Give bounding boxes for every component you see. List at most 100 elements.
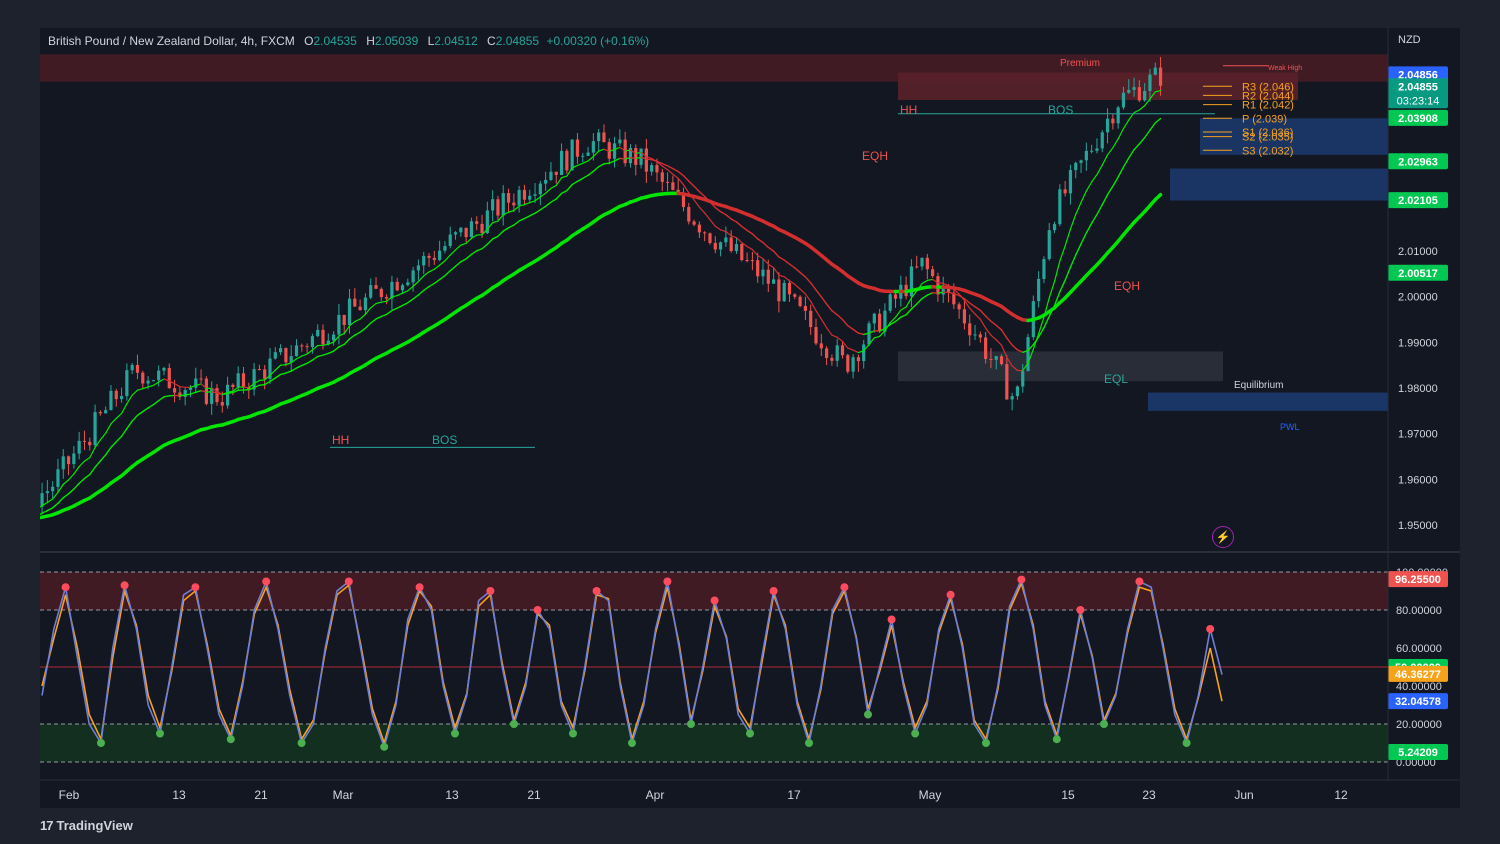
candle-body xyxy=(586,152,590,156)
ma-segment xyxy=(99,432,107,441)
signal-dot-sell xyxy=(262,577,271,586)
ma-segment xyxy=(889,320,897,326)
candle-body xyxy=(1079,160,1083,163)
ma-segment xyxy=(825,303,833,312)
ma-segment xyxy=(306,359,314,365)
ma-segment xyxy=(836,314,844,321)
ma-segment xyxy=(847,347,854,351)
ma-segment xyxy=(831,334,838,338)
ma-segment xyxy=(799,271,807,278)
ma-segment xyxy=(184,393,192,396)
ma-segment xyxy=(857,350,865,354)
stoch-badge-text-3: 32.04578 xyxy=(1395,696,1441,708)
ma-segment xyxy=(640,156,648,160)
tradingview-brand[interactable]: 17 TradingView xyxy=(40,818,133,833)
ma-segment xyxy=(523,215,531,220)
ma-segment xyxy=(619,157,626,160)
ma-segment xyxy=(338,343,345,348)
ma-segment xyxy=(216,392,223,396)
time-tick-9: 15 xyxy=(1061,788,1075,802)
ma-segment xyxy=(735,221,743,228)
ma-segment xyxy=(1027,348,1034,364)
ma-segment xyxy=(921,279,928,285)
price-badge-text-5: 2.00517 xyxy=(1398,268,1438,280)
lightning-icon[interactable]: ⚡ xyxy=(1212,526,1234,548)
symbol-title[interactable]: British Pound / New Zealand Dollar, 4h, … xyxy=(48,34,295,48)
ma-segment xyxy=(52,491,59,500)
candle-body xyxy=(973,334,977,336)
ma-segment xyxy=(984,315,992,322)
ma-segment xyxy=(274,373,282,379)
ma-segment xyxy=(979,318,987,329)
ma-segment xyxy=(189,391,197,395)
candle-body xyxy=(650,165,654,172)
ma-segment xyxy=(41,501,48,507)
ma-segment xyxy=(974,306,982,312)
candle-body xyxy=(936,276,940,295)
currency-label[interactable]: NZD xyxy=(1398,34,1421,46)
ma-segment xyxy=(894,316,902,323)
ma-segment xyxy=(778,256,785,261)
ma-segment xyxy=(730,235,738,239)
candle-body xyxy=(353,298,357,307)
ma-segment xyxy=(1112,176,1119,187)
ma-segment xyxy=(147,404,155,409)
ma-segment xyxy=(131,389,139,396)
ma-segment xyxy=(714,206,722,213)
candle-body xyxy=(851,357,855,372)
ma-segment xyxy=(497,230,504,237)
time-tick-2: 21 xyxy=(254,788,268,802)
ma-segment xyxy=(1091,173,1098,183)
ma-segment xyxy=(693,199,700,208)
ma-segment xyxy=(735,237,743,244)
ma-segment xyxy=(263,380,271,386)
candle-body xyxy=(1074,162,1078,171)
ma-segment xyxy=(73,482,80,490)
ma-segment xyxy=(1069,254,1077,268)
ma-segment xyxy=(725,214,732,220)
candle-body xyxy=(40,493,44,507)
ma-segment xyxy=(523,202,531,206)
candle-body xyxy=(793,294,797,297)
ma-segment xyxy=(189,384,197,388)
candle-body xyxy=(61,456,65,470)
annotation-10: EQH xyxy=(1114,279,1140,293)
ma-segment xyxy=(820,318,828,329)
signal-dot-sell xyxy=(887,615,896,624)
ma-segment xyxy=(1064,266,1072,281)
ma-segment xyxy=(173,382,181,388)
time-tick-1: 13 xyxy=(172,788,186,802)
candle-body xyxy=(750,260,754,262)
ma-segment xyxy=(1069,213,1077,230)
pivot-label-6: S3 (2.032) xyxy=(1242,145,1293,157)
ma-segment xyxy=(910,290,918,299)
ma-segment xyxy=(1011,344,1019,351)
ma-segment xyxy=(232,389,239,394)
time-tick-10: 23 xyxy=(1142,788,1156,802)
candle-body xyxy=(984,337,988,359)
ma-segment xyxy=(804,276,812,284)
ma-segment xyxy=(248,386,255,391)
candle-body xyxy=(390,281,394,299)
ma-segment xyxy=(836,336,844,342)
candle-body xyxy=(607,142,611,159)
candle-body xyxy=(1090,150,1094,152)
ma-fast xyxy=(40,89,1162,508)
ma-segment xyxy=(682,174,690,182)
candle-body xyxy=(506,193,511,203)
ma-segment xyxy=(89,466,96,476)
ma-segment xyxy=(258,383,266,386)
annotation-0: Premium xyxy=(1060,58,1100,69)
ma-segment xyxy=(783,276,791,282)
signal-dot-buy xyxy=(569,729,577,738)
ma-segment xyxy=(767,263,775,269)
candle-body xyxy=(1063,189,1067,194)
candle-body xyxy=(628,147,633,164)
chart-canvas[interactable]: Premium Weak High HH BOS EQH EQL Equilibrium PW… xyxy=(40,28,1460,808)
ma-segment xyxy=(433,264,441,270)
ma-segment xyxy=(847,324,854,331)
ma-segment xyxy=(741,242,748,248)
candle-body xyxy=(443,245,447,251)
candle-body xyxy=(385,297,389,299)
candle-body xyxy=(369,285,373,298)
